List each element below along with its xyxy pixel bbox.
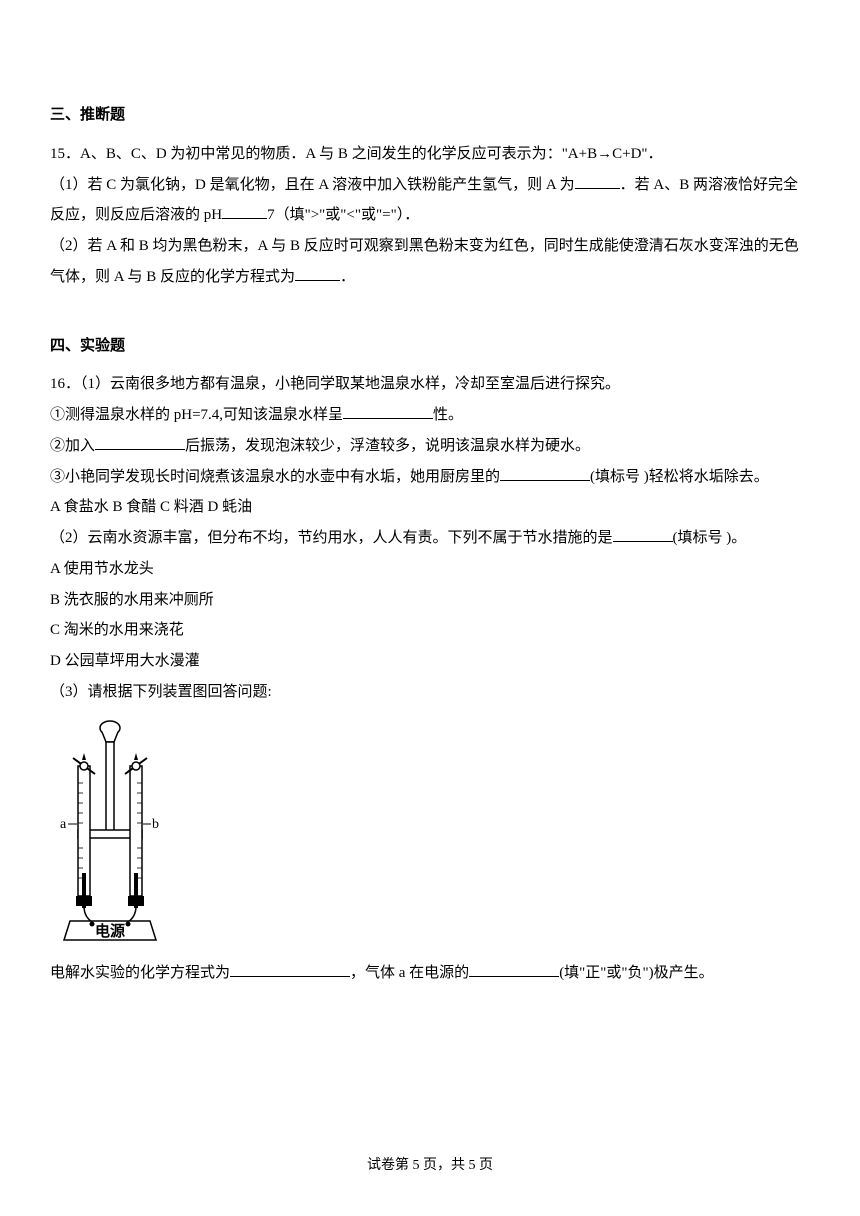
q15-intro: 15．A、B、C、D 为初中常见的物质．A 与 B 之间发生的化学反应可表示为：…: [50, 139, 810, 170]
q16-part3-mid: ，气体 a 在电源的: [350, 965, 469, 981]
q16-part2-suffix: (填标号 )。: [673, 530, 747, 546]
q16-sub3-prefix: ③小艳同学发现长时间烧煮该温泉水的水壶中有水垢，她用厨房里的: [50, 469, 500, 485]
section-4-title: 四、实验题: [50, 331, 810, 362]
blank-field: [613, 527, 673, 542]
page-footer: 试卷第 5 页，共 5 页: [0, 1152, 860, 1181]
q15-part2-prefix: （2）若 A 和 B 均为黑色粉末，A 与 B 反应时可观察到黑色粉末变为红色，…: [50, 238, 799, 285]
label-a: a: [60, 817, 67, 832]
q16-part2-optA: A 使用节水龙头: [50, 554, 810, 585]
q16-sub1-prefix: ①测得温泉水样的 pH=7.4,可知该温泉水样呈: [50, 407, 343, 423]
question-15: 15．A、B、C、D 为初中常见的物质．A 与 B 之间发生的化学反应可表示为：…: [50, 139, 810, 293]
q16-part3-suffix: (填"正"或"负")极产生。: [559, 965, 713, 981]
blank-field: [295, 266, 340, 281]
section-3-title: 三、推断题: [50, 100, 810, 131]
q16-sub2: ②加入 后振荡，发现泡沫较少，浮渣较多，说明该温泉水样为硬水。: [50, 431, 810, 462]
q16-part3-question: 电解水实验的化学方程式为 ，气体 a 在电源的 (填"正"或"负")极产生。: [50, 958, 810, 989]
apparatus-svg: a b 电源: [52, 718, 172, 948]
q16-sub3-options: A 食盐水 B 食醋 C 料酒 D 蚝油: [50, 492, 810, 523]
q16-intro: 16．（1）云南很多地方都有温泉，小艳同学取某地温泉水样，冷却至室温后进行探究。: [50, 369, 810, 400]
blank-field: [222, 204, 267, 219]
blank-field: [95, 435, 185, 450]
q16-part2: （2）云南水资源丰富，但分布不均，节约用水，人人有责。下列不属于节水措施的是 (填…: [50, 523, 810, 554]
q16-part3-intro: （3）请根据下列装置图回答问题:: [50, 677, 810, 708]
q16-part2-optD: D 公园草坪用大水漫灌: [50, 646, 810, 677]
q16-part2-optC: C 淘米的水用来浇花: [50, 615, 810, 646]
q16-sub2-suffix: 后振荡，发现泡沫较少，浮渣较多，说明该温泉水样为硬水。: [185, 438, 590, 454]
blank-field: [230, 962, 350, 977]
question-16: 16．（1）云南很多地方都有温泉，小艳同学取某地温泉水样，冷却至室温后进行探究。…: [50, 369, 810, 988]
q16-sub1-suffix: 性。: [433, 407, 463, 423]
q16-sub1: ①测得温泉水样的 pH=7.4,可知该温泉水样呈 性。: [50, 400, 810, 431]
blank-field: [343, 404, 433, 419]
q15-part2: （2）若 A 和 B 均为黑色粉末，A 与 B 反应时可观察到黑色粉末变为红色，…: [50, 231, 810, 293]
q15-part1: （1）若 C 为氯化钠，D 是氧化物，且在 A 溶液中加入铁粉能产生氢气，则 A…: [50, 170, 810, 232]
blank-field: [469, 962, 559, 977]
q16-sub2-prefix: ②加入: [50, 438, 95, 454]
q16-sub3: ③小艳同学发现长时间烧煮该温泉水的水壶中有水垢，她用厨房里的 (填标号 )轻松将水…: [50, 462, 810, 493]
power-label: 电源: [95, 922, 125, 940]
q16-sub3-suffix: (填标号 )轻松将水垢除去。: [590, 469, 769, 485]
blank-field: [500, 466, 590, 481]
blank-field: [575, 174, 620, 189]
q15-part1-suffix: 7（填">"或"<"或"="）．: [267, 207, 419, 223]
q15-part1-prefix: （1）若 C 为氯化钠，D 是氧化物，且在 A 溶液中加入铁粉能产生氢气，则 A…: [50, 177, 575, 193]
label-b: b: [152, 817, 159, 832]
q16-part3-prefix: 电解水实验的化学方程式为: [50, 965, 230, 981]
q16-part2-prefix: （2）云南水资源丰富，但分布不均，节约用水，人人有责。下列不属于节水措施的是: [50, 530, 613, 546]
q16-part2-optB: B 洗衣服的水用来冲厕所: [50, 585, 810, 616]
q15-part2-suffix: ．: [340, 269, 355, 285]
electrolysis-apparatus-diagram: a b 电源: [52, 718, 810, 948]
